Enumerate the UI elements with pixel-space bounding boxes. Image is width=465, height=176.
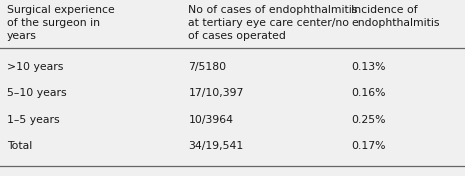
Text: No of cases of endophthalmitis
at tertiary eye care center/no
of cases operated: No of cases of endophthalmitis at tertia… xyxy=(188,5,358,41)
Text: 34/19,541: 34/19,541 xyxy=(188,141,244,151)
Text: >10 years: >10 years xyxy=(7,62,63,72)
Text: 7/5180: 7/5180 xyxy=(188,62,226,72)
Text: 17/10,397: 17/10,397 xyxy=(188,88,244,98)
Text: 0.17%: 0.17% xyxy=(351,141,385,151)
Text: 0.25%: 0.25% xyxy=(351,115,385,125)
Text: 0.16%: 0.16% xyxy=(351,88,385,98)
Text: 10/3964: 10/3964 xyxy=(188,115,233,125)
Text: 0.13%: 0.13% xyxy=(351,62,385,72)
Text: Total: Total xyxy=(7,141,32,151)
Text: 1–5 years: 1–5 years xyxy=(7,115,60,125)
Text: Surgical experience
of the surgeon in
years: Surgical experience of the surgeon in ye… xyxy=(7,5,115,41)
Text: Incidence of
endophthalmitis: Incidence of endophthalmitis xyxy=(351,5,439,28)
Text: 5–10 years: 5–10 years xyxy=(7,88,66,98)
